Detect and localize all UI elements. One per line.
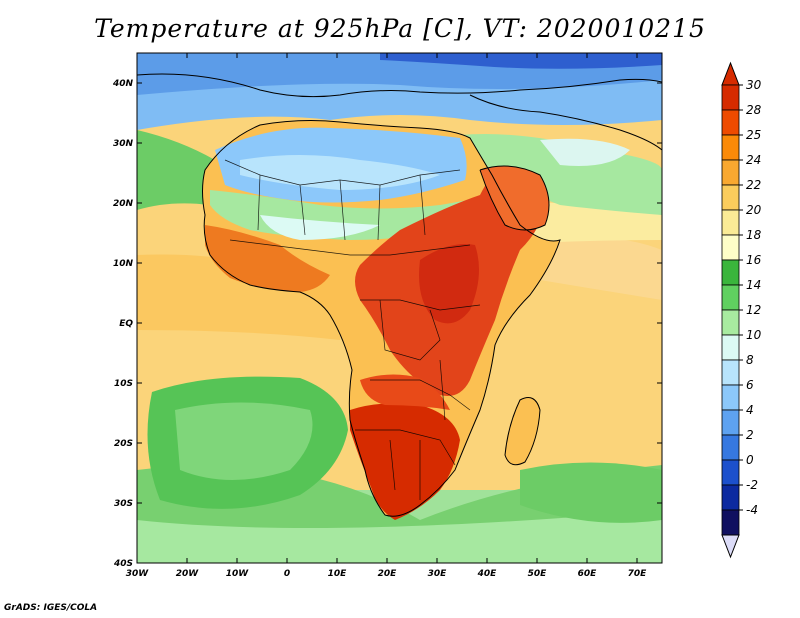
longitude-axis: 30W 20W 10W 0 10E 20E 30E 40E 50E 60E 70E [126, 53, 647, 579]
colorbar-label: 8 [746, 353, 754, 367]
colorbar-swatch [721, 334, 740, 361]
lon-tick-label: 30E [428, 569, 448, 579]
country-borders [224, 159, 481, 500]
lon-tick-label: 10W [226, 569, 250, 579]
colorbar-label: 14 [746, 278, 761, 292]
colorbar-swatch [721, 459, 740, 486]
colorbar-label: 0 [746, 453, 754, 467]
colorbar-swatch [721, 509, 740, 536]
colorbar-max-arrow [721, 61, 740, 86]
colorbar-swatch [721, 409, 740, 436]
lon-tick-label: 0 [284, 569, 290, 579]
latitude-axis: 40N 30N 20N 10N EQ 10S 20S 30S 40S [112, 79, 662, 569]
colorbar-swatch [721, 159, 740, 186]
colorbar-label: 6 [746, 378, 754, 392]
lon-tick-label: 70E [628, 569, 648, 579]
colorbar-swatch [721, 384, 740, 411]
colorbar-label: 12 [746, 303, 761, 317]
lon-tick-label: 60E [578, 569, 598, 579]
colorbar-swatch [721, 84, 740, 111]
chart-title: Temperature at 925hPa [C], VT: 202001021… [94, 14, 706, 43]
colorbar-swatch [721, 484, 740, 511]
lat-tick-label: 20S [114, 439, 133, 449]
lon-tick-label: 10E [328, 569, 348, 579]
africa-landmass [202, 120, 560, 520]
colorbar-label: 30 [746, 78, 762, 92]
colorbar-label: 20 [746, 203, 762, 217]
coastlines [137, 73, 662, 517]
colorbar-label: 18 [746, 228, 762, 242]
lon-tick-label: 20W [176, 569, 200, 579]
lon-tick-label: 40E [477, 569, 498, 579]
colorbar-min-arrow [721, 534, 740, 559]
colorbar-swatch [721, 359, 740, 386]
colorbar-label: 22 [746, 178, 761, 192]
colorbar-label: -2 [746, 478, 758, 492]
lat-tick-label: 30N [113, 139, 134, 149]
colorbar-swatch [721, 134, 740, 161]
map-frame [136, 52, 663, 564]
colorbar-swatch [721, 109, 740, 136]
colorbar-label: 16 [746, 253, 762, 267]
colorbar-label: 4 [746, 403, 754, 417]
lat-tick-label: 10N [113, 259, 134, 269]
colorbar-swatch [721, 434, 740, 461]
colorbar-swatch [721, 284, 740, 311]
lat-tick-label: 40N [112, 79, 134, 89]
lon-tick-label: 50E [528, 569, 548, 579]
colorbar-label: 24 [746, 153, 761, 167]
colorbar-label: -4 [746, 503, 758, 517]
credit-text: GrADS: IGES/COLA [4, 603, 98, 613]
colorbar-swatch [721, 184, 740, 211]
lat-tick-label: 20N [113, 199, 134, 209]
lon-tick-label: 30W [126, 569, 150, 579]
colorbar-label: 25 [746, 128, 761, 142]
lat-tick-label: 10S [114, 379, 133, 389]
colorbar-swatch [721, 209, 740, 236]
lat-tick-label: EQ [119, 319, 133, 329]
colorbar-label: 10 [746, 328, 762, 342]
colorbar-swatch [721, 309, 740, 336]
lat-tick-label: 30S [114, 499, 133, 509]
colorbar-swatch [721, 234, 740, 261]
colorbar-label: 28 [746, 103, 762, 117]
lon-tick-label: 20E [378, 569, 398, 579]
colorbar-label: 2 [746, 428, 754, 442]
colorbar-swatch [721, 259, 740, 286]
lat-tick-label: 40S [113, 559, 133, 569]
